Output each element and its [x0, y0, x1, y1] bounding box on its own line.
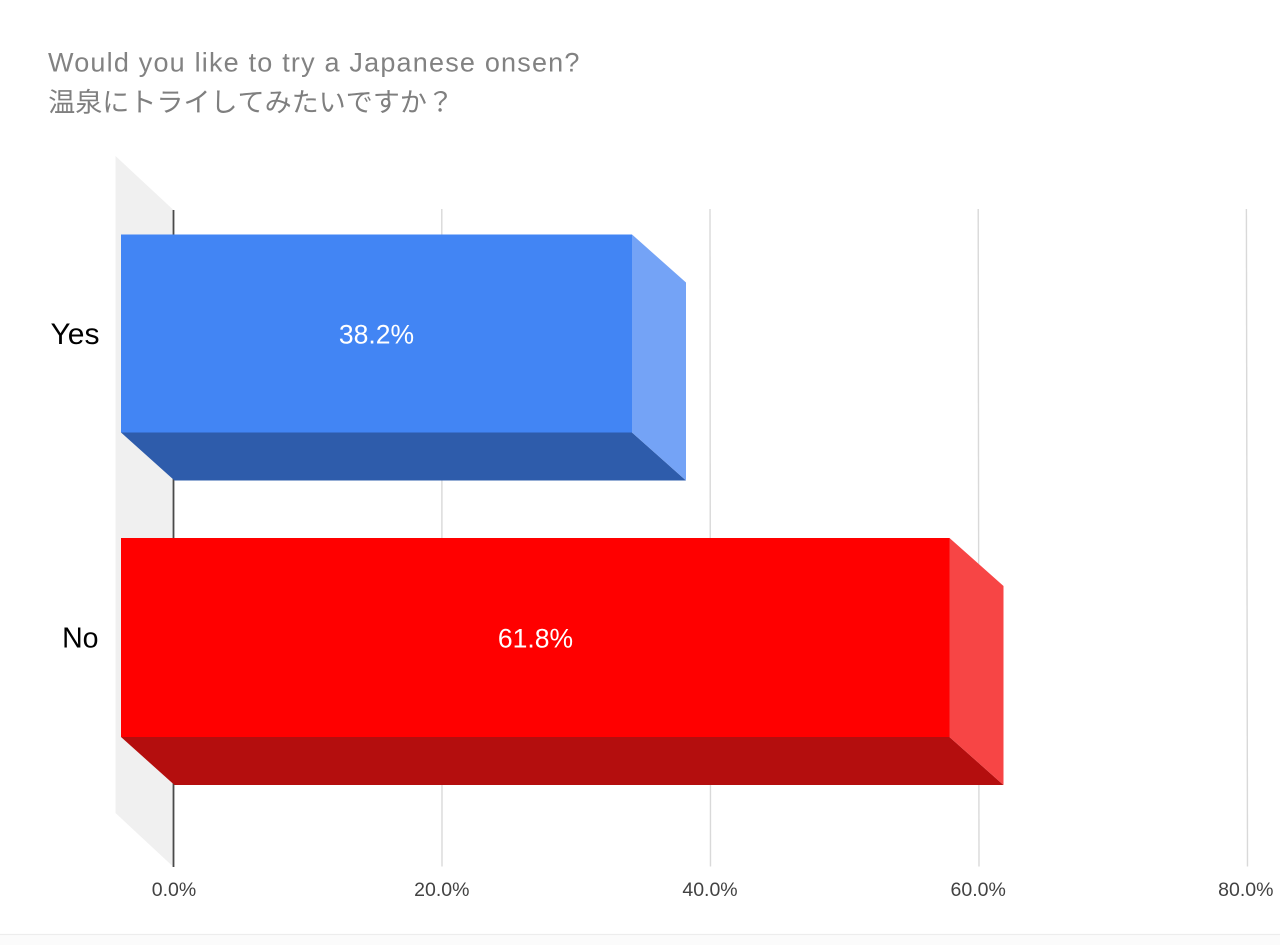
svg-text:0.0%: 0.0% — [152, 879, 196, 901]
svg-text:Yes: Yes — [51, 318, 100, 351]
svg-text:20.0%: 20.0% — [414, 879, 469, 901]
svg-text:38.2%: 38.2% — [339, 320, 414, 350]
svg-text:No: No — [62, 623, 98, 655]
svg-text:40.0%: 40.0% — [682, 879, 737, 901]
svg-text:60.0%: 60.0% — [951, 879, 1006, 901]
svg-text:80.0%: 80.0% — [1218, 879, 1273, 901]
svg-text:61.8%: 61.8% — [498, 624, 573, 654]
svg-text:Would you like to try a Japane: Would you like to try a Japanese onsen? — [48, 48, 581, 78]
